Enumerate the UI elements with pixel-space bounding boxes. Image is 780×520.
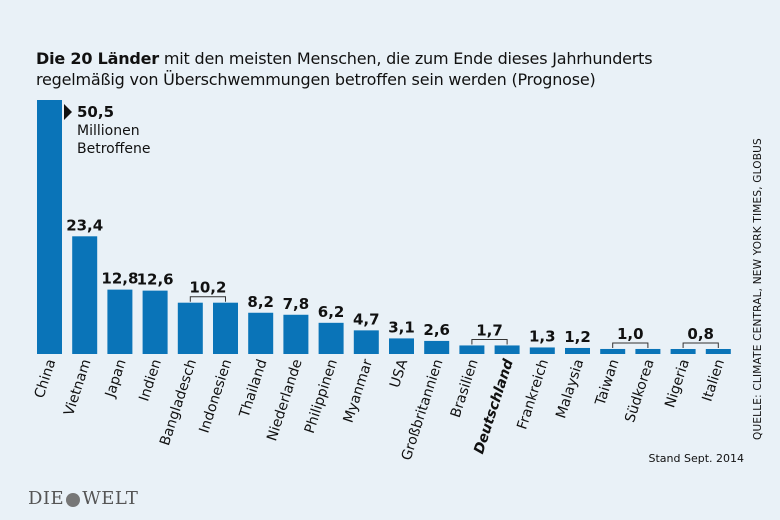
category-label-8: Philippinen — [302, 357, 341, 435]
value-label-11: 2,6 — [423, 321, 450, 339]
bar-16 — [600, 348, 626, 354]
category-label-19: Italien — [699, 357, 728, 403]
bar-19 — [705, 349, 731, 354]
bar-10 — [389, 338, 414, 354]
value-label-6: 8,2 — [247, 293, 274, 311]
bar-11 — [424, 340, 450, 354]
bracket-4 — [189, 296, 226, 302]
unit-label-2: Betroffene — [77, 141, 150, 157]
value-label-8: 6,2 — [318, 303, 345, 321]
bar-0 — [37, 100, 62, 354]
category-label-17: Südkorea — [622, 357, 657, 424]
bar-14 — [529, 347, 555, 354]
bracket-16 — [612, 342, 649, 348]
value-label-3: 12,6 — [137, 271, 174, 289]
value-label-14: 1,3 — [529, 327, 556, 345]
bar-17 — [635, 348, 661, 354]
category-label-6: Thailand — [236, 357, 270, 420]
category-label-18: Nigeria — [662, 357, 693, 410]
value-label-4: 10,2 — [189, 279, 226, 297]
value-label-15: 1,2 — [564, 328, 591, 346]
globe-icon — [66, 492, 81, 507]
category-label-7: Niederlande — [264, 357, 306, 443]
bar-15 — [565, 347, 590, 354]
pointer-triangle — [64, 104, 72, 120]
chart-title: Die 20 Länder mit den meisten Menschen, … — [36, 48, 736, 90]
chart-title-bold: Die 20 Länder — [36, 49, 160, 68]
value-label-0: 50,5 — [77, 103, 114, 121]
bar-18 — [670, 349, 696, 354]
bar-13 — [494, 345, 520, 354]
unit-label-1: Millionen — [77, 123, 140, 139]
bar-9 — [353, 330, 379, 354]
bracket-12 — [471, 338, 508, 345]
category-label-3: Indien — [136, 357, 165, 403]
value-label-18: 0,8 — [687, 325, 714, 343]
category-label-4: Bangladesch — [157, 357, 200, 447]
bar-7 — [283, 314, 309, 354]
category-label-14: Frankreich — [514, 357, 552, 431]
bar-3 — [142, 290, 168, 354]
value-label-7: 7,8 — [283, 295, 310, 313]
category-label-10: USA — [387, 357, 411, 390]
value-label-10: 3,1 — [388, 318, 415, 336]
bar-6 — [248, 312, 274, 354]
bar-8 — [318, 322, 344, 354]
die-welt-logo: DIE WELT — [28, 488, 138, 509]
source-note: QUELLE: CLIMATE CENTRAL, NEW YORK TIMES,… — [752, 138, 764, 440]
bracket-18 — [682, 342, 719, 348]
chart-title-rest: mit den meisten Menschen, die zum Ende d… — [36, 49, 653, 89]
category-label-16: Taiwan — [592, 357, 622, 408]
category-label-9: Myanmar — [341, 357, 377, 425]
bar-4 — [177, 302, 203, 354]
value-label-9: 4,7 — [353, 310, 380, 328]
value-label-2: 12,8 — [101, 270, 138, 288]
category-label-12: Brasilien — [448, 357, 482, 419]
category-label-2: Japan — [102, 357, 130, 400]
category-label-0: China — [32, 357, 60, 400]
bar-5 — [213, 302, 238, 354]
bar-12 — [459, 345, 485, 354]
date-note: Stand Sept. 2014 — [648, 452, 744, 465]
bar-1 — [72, 236, 98, 354]
logo-text-right: WELT — [82, 488, 139, 509]
value-label-1: 23,4 — [66, 216, 103, 234]
value-label-12: 1,7 — [476, 321, 503, 339]
value-label-16: 1,0 — [617, 325, 644, 343]
category-label-5: Indonesien — [196, 357, 235, 435]
logo-text-left: DIE — [28, 488, 65, 509]
bar-2 — [107, 289, 133, 354]
category-label-15: Malaysia — [553, 357, 587, 420]
category-label-1: Vietnam — [61, 357, 94, 417]
